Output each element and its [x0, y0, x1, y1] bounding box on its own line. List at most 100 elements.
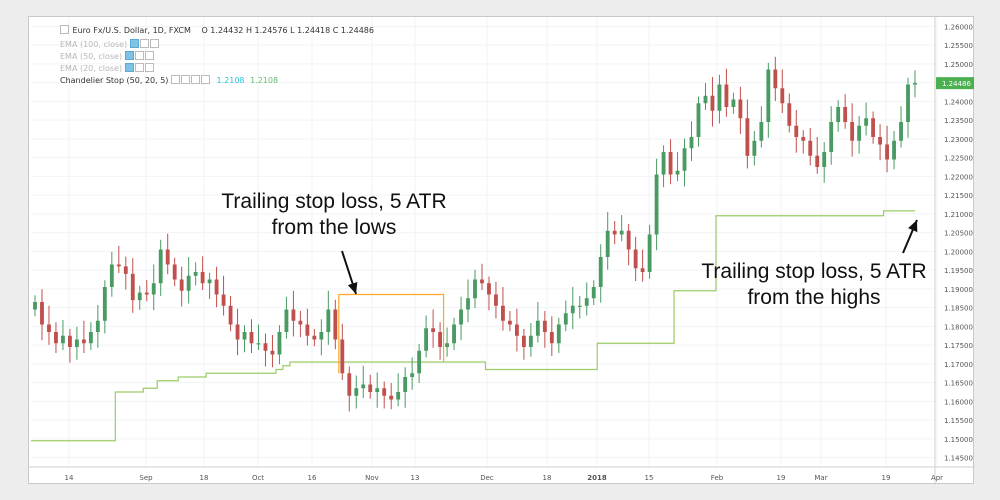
- price-chart[interactable]: 1.260001.255001.250001.245001.240001.235…: [29, 17, 975, 485]
- candle-body: [214, 279, 219, 295]
- eye-icon[interactable]: [124, 63, 134, 72]
- candle-body: [605, 230, 610, 257]
- more-icon[interactable]: [200, 75, 210, 84]
- settings-icon[interactable]: [180, 75, 190, 84]
- y-tick-label: 1.15000: [944, 436, 973, 444]
- candle-body: [549, 332, 554, 344]
- settings-icon[interactable]: [134, 63, 144, 72]
- candle-body: [242, 332, 247, 340]
- annotation-lows: Trailing stop loss, 5 ATR from the lows: [189, 189, 479, 241]
- candle-body: [682, 148, 687, 171]
- candle-body: [270, 350, 275, 355]
- x-tick-label: Mar: [814, 474, 827, 482]
- candle-body: [724, 84, 729, 107]
- eye-icon[interactable]: [129, 39, 139, 48]
- candle-body: [382, 388, 387, 396]
- candle-body: [326, 309, 331, 332]
- candle-body: [487, 283, 491, 295]
- ohlc-high: H 1.24576: [245, 26, 288, 35]
- settings-icon[interactable]: [134, 51, 144, 60]
- eye-icon[interactable]: [170, 75, 180, 84]
- candle-body: [570, 305, 575, 314]
- candle-body: [33, 302, 37, 310]
- candle-body: [535, 320, 540, 336]
- candle-body: [675, 170, 680, 175]
- candle-body: [598, 257, 603, 287]
- close-icon[interactable]: [149, 39, 159, 48]
- candle-body: [68, 335, 72, 347]
- candle-body: [109, 264, 114, 287]
- candle-body: [396, 392, 401, 400]
- indicator-value-2: 1.2108: [250, 76, 279, 85]
- x-tick-label: 15: [645, 474, 654, 482]
- indicator-chandelier[interactable]: Chandelier Stop (50, 20, 5) 1.2108 1.210…: [60, 75, 278, 85]
- candle-body: [179, 279, 184, 291]
- arrow-to-long-stop: [902, 219, 918, 254]
- y-tick-label: 1.22000: [944, 173, 973, 181]
- arrow-to-short-stop: [341, 250, 358, 295]
- y-tick-label: 1.22500: [944, 155, 973, 163]
- indicator-ema50[interactable]: EMA (50, close): [60, 51, 155, 61]
- close-icon[interactable]: [144, 51, 154, 60]
- ohlc-open: O 1.24432: [201, 26, 244, 35]
- candle-body: [277, 332, 282, 355]
- indicator-ema20[interactable]: EMA (20, close): [60, 63, 155, 73]
- indicator-label: EMA (20, close): [60, 64, 123, 73]
- x-tick-label: 18: [200, 474, 209, 482]
- y-tick-label: 1.17000: [944, 361, 973, 369]
- chandelier-stop-short-line: [338, 293, 445, 374]
- candle-body: [312, 335, 317, 340]
- candle-body: [808, 140, 813, 156]
- y-tick-label: 1.25500: [944, 42, 973, 50]
- y-tick-label: 1.15500: [944, 417, 973, 425]
- candle-body: [710, 95, 715, 111]
- chart-header: Euro Fx/U.S. Dollar, 1D, FXCM O 1.24432 …: [60, 25, 374, 35]
- collapse-icon[interactable]: [60, 25, 69, 34]
- ohlc-low: L 1.24418: [290, 26, 331, 35]
- eye-icon[interactable]: [124, 51, 134, 60]
- candle-body: [410, 373, 415, 377]
- indicator-ema100[interactable]: EMA (100, close): [60, 39, 160, 49]
- candle-body: [375, 388, 380, 392]
- candle-body: [556, 324, 561, 344]
- candle-body: [906, 84, 910, 122]
- candle-body: [102, 287, 107, 321]
- candle-body: [54, 332, 58, 344]
- candle-body: [885, 144, 889, 160]
- close-icon[interactable]: [190, 75, 200, 84]
- y-tick-label: 1.18500: [944, 305, 973, 313]
- x-tick-label: Feb: [711, 474, 724, 482]
- candle-body: [438, 332, 442, 347]
- grid: [31, 17, 938, 467]
- candle-body: [577, 305, 582, 307]
- candle-body: [843, 107, 848, 122]
- annotation-highs-line2: from the highs: [747, 286, 881, 309]
- candle-body: [95, 320, 100, 332]
- settings-icon[interactable]: [139, 39, 149, 48]
- candle-body: [668, 152, 673, 175]
- candle-body: [263, 343, 268, 351]
- indicator-label: Chandelier Stop (50, 20, 5): [60, 76, 169, 85]
- x-tick-label: 16: [308, 474, 317, 482]
- close-icon[interactable]: [144, 63, 154, 72]
- chandelier-stop-long-line: [31, 210, 915, 442]
- candle-body: [619, 230, 624, 235]
- candle-body: [445, 343, 449, 347]
- candle-body: [563, 313, 568, 325]
- y-tick-label: 1.26000: [944, 23, 973, 31]
- candle-body: [508, 320, 512, 325]
- candle-body: [829, 122, 834, 152]
- y-tick-label: 1.19500: [944, 267, 973, 275]
- candle-body: [528, 335, 533, 347]
- last-price-badge: [936, 77, 974, 90]
- candle-body: [61, 335, 65, 344]
- candle-body: [892, 140, 896, 160]
- candle-body: [235, 324, 240, 340]
- candle-body: [731, 99, 736, 107]
- candle-body: [389, 395, 394, 400]
- candle-body: [584, 298, 589, 306]
- candle-body: [74, 339, 79, 347]
- candle-body: [284, 309, 289, 332]
- candle-body: [815, 155, 820, 167]
- x-tick-label: Sep: [139, 474, 153, 482]
